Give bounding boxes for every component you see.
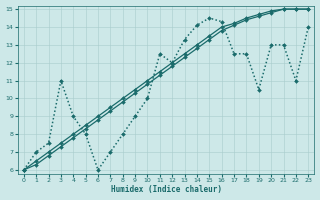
X-axis label: Humidex (Indice chaleur): Humidex (Indice chaleur)	[110, 185, 221, 194]
